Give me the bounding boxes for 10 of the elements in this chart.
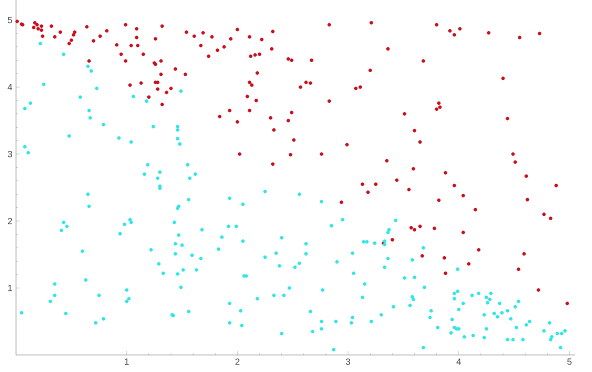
y-tick-label: 5	[8, 16, 12, 24]
x-tick-label: 2	[235, 358, 240, 365]
x-tick-label: 3	[346, 358, 350, 365]
x-tick-label: 4	[456, 358, 462, 365]
x-tick-label: 5	[567, 358, 572, 365]
y-tick-label: 1	[8, 284, 12, 292]
y-tick-label: 2	[8, 218, 12, 224]
y-tick-label: 4	[8, 84, 12, 90]
y-tick-label: 3	[8, 150, 12, 158]
x-tick-label: 1	[124, 358, 129, 365]
